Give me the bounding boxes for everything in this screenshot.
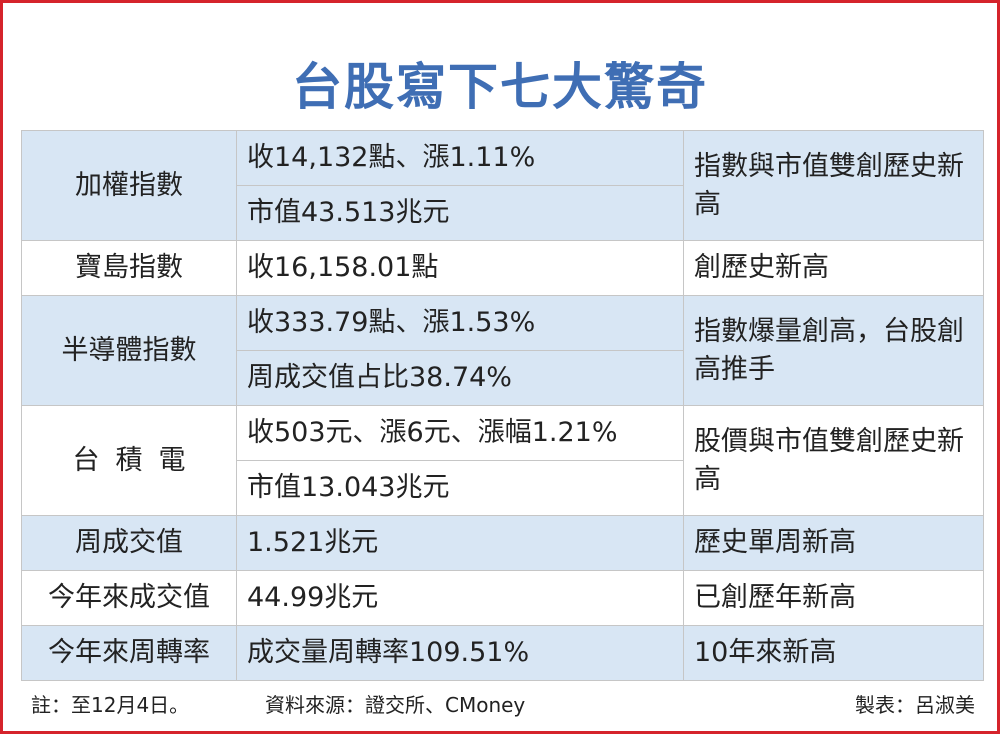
row-note: 10年來新高 [683,625,984,681]
row-note: 歷史單周新高 [683,515,984,571]
row-label: 寶島指數 [21,240,237,296]
table-row: 周成交值 1.521兆元 歷史單周新高 [21,515,984,571]
table-row: 今年來成交值 44.99兆元 已創歷年新高 [21,570,984,626]
row-label: 今年來周轉率 [21,625,237,681]
row-note: 股價與市值雙創歷史新高 [683,405,984,516]
row-value: 收16,158.01點 [236,240,684,296]
row-value: 44.99兆元 [236,570,684,626]
row-note: 創歷史新高 [683,240,984,296]
table-row: 台積電 收503元、漲6元、漲幅1.21% 股價與市值雙創歷史新高 [21,405,984,516]
row-value: 周成交值占比38.74% [236,350,684,406]
row-value: 收503元、漲6元、漲幅1.21% [236,405,684,461]
row-value: 收14,132點、漲1.11% [236,130,684,186]
row-value: 1.521兆元 [236,515,684,571]
row-label: 台積電 [21,405,237,516]
table-row: 今年來周轉率 成交量周轉率109.51% 10年來新高 [21,625,984,681]
table-row: 半導體指數 收333.79點、漲1.53% 指數爆量創高，台股創高推手 [21,295,984,406]
row-note: 指數爆量創高，台股創高推手 [683,295,984,406]
row-value: 成交量周轉率109.51% [236,625,684,681]
table-row: 寶島指數 收16,158.01點 創歷史新高 [21,240,984,296]
credit-note: 製表：呂淑美 [855,693,975,717]
row-label: 半導體指數 [21,295,237,406]
row-value: 市值13.043兆元 [236,460,684,516]
source-note: 資料來源：證交所、CMoney [265,693,526,717]
page-title: 台股寫下七大驚奇 [292,58,708,116]
row-label: 今年來成交值 [21,570,237,626]
table-row: 周成交值占比38.74% [22,350,984,406]
row-value: 收333.79點、漲1.53% [236,295,684,351]
table-row: 加權指數 收14,132點、漲1.11% 指數與市值雙創歷史新高 [21,130,984,241]
row-note: 指數與市值雙創歷史新高 [683,130,984,241]
data-table: 加權指數 收14,132點、漲1.11% 指數與市值雙創歷史新高 市值43.51… [21,130,984,681]
table-row: 市值13.043兆元 [22,460,984,516]
row-value: 市值43.513兆元 [236,185,684,241]
row-label: 周成交值 [21,515,237,571]
row-note: 已創歷年新高 [683,570,984,626]
row-label: 加權指數 [21,130,237,241]
footnote: 註：至12月4日。 [31,693,190,717]
table-row: 市值43.513兆元 [22,185,984,241]
